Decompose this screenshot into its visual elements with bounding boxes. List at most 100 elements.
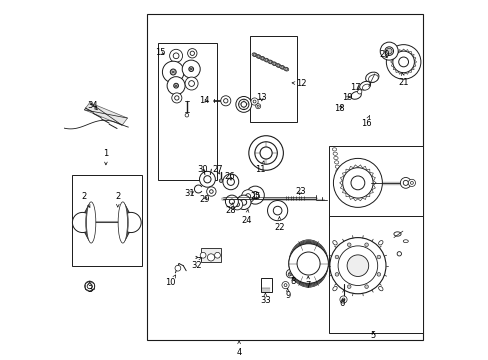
Circle shape [251,192,258,199]
Circle shape [225,195,238,208]
Circle shape [229,199,234,204]
Circle shape [392,51,413,73]
Circle shape [285,269,294,278]
Circle shape [376,273,380,276]
Circle shape [337,246,377,285]
Circle shape [246,186,264,204]
Text: 7: 7 [305,276,310,289]
Circle shape [223,99,227,103]
Circle shape [339,296,346,303]
Bar [328,146,422,225]
Polygon shape [84,103,127,125]
Ellipse shape [252,53,257,57]
Text: 22: 22 [274,217,284,232]
Text: 17: 17 [349,83,360,91]
Ellipse shape [403,240,407,243]
Text: 33: 33 [260,293,270,305]
Bar [158,43,217,180]
Circle shape [255,104,260,109]
Circle shape [386,48,391,54]
Ellipse shape [118,202,127,243]
Bar [249,36,296,122]
Ellipse shape [378,287,382,291]
Circle shape [400,177,410,188]
Text: 18: 18 [334,104,345,112]
Ellipse shape [267,60,272,64]
Circle shape [407,179,415,186]
Circle shape [241,199,246,205]
Ellipse shape [271,62,276,66]
Text: 30: 30 [197,165,208,174]
Ellipse shape [333,156,337,160]
Circle shape [284,284,286,287]
Ellipse shape [335,165,339,168]
Ellipse shape [396,252,401,256]
Circle shape [220,96,230,106]
Ellipse shape [291,243,325,284]
Ellipse shape [334,161,338,164]
Text: 13: 13 [256,93,266,102]
Circle shape [236,195,250,210]
Text: 9: 9 [285,288,290,300]
Ellipse shape [393,232,400,236]
Circle shape [248,136,283,170]
Text: 1: 1 [103,149,108,165]
Ellipse shape [290,242,325,285]
Circle shape [72,212,92,233]
Text: 2: 2 [81,192,90,207]
Ellipse shape [335,169,340,173]
Circle shape [264,59,267,62]
Text: 21: 21 [398,73,408,87]
Circle shape [200,252,205,258]
Circle shape [223,174,238,190]
Ellipse shape [283,67,288,71]
Circle shape [288,244,328,283]
Circle shape [287,273,290,276]
Circle shape [342,298,344,301]
Ellipse shape [289,240,327,287]
Text: 29: 29 [199,195,210,204]
Circle shape [190,51,194,55]
Ellipse shape [279,66,284,69]
Text: 2: 2 [115,192,120,207]
Circle shape [187,49,197,58]
Circle shape [185,77,198,90]
Ellipse shape [350,91,361,99]
Circle shape [227,178,234,185]
Ellipse shape [332,148,336,151]
Circle shape [253,100,256,103]
Ellipse shape [332,287,337,291]
Circle shape [238,99,248,109]
Circle shape [357,90,361,94]
Bar [328,216,422,333]
Text: 24: 24 [241,210,251,225]
Circle shape [185,113,188,117]
Circle shape [273,206,282,215]
Text: 14: 14 [199,96,209,105]
Ellipse shape [378,240,382,245]
Bar [146,14,422,340]
Ellipse shape [85,207,91,238]
Circle shape [334,255,338,259]
Text: 31: 31 [184,189,195,198]
Circle shape [257,105,259,107]
Text: 23: 23 [294,187,305,196]
Bar [260,278,271,292]
Circle shape [209,190,213,193]
Bar [72,175,142,266]
Text: 10: 10 [165,275,176,287]
Ellipse shape [332,152,337,156]
Circle shape [346,255,368,276]
Circle shape [171,93,182,103]
Ellipse shape [85,204,94,241]
Circle shape [219,179,223,183]
Text: 5: 5 [370,331,375,340]
Circle shape [409,181,412,184]
Text: 15: 15 [154,48,165,57]
Circle shape [253,53,256,56]
Circle shape [235,202,239,207]
Bar [201,248,221,262]
Circle shape [284,68,287,71]
Ellipse shape [120,204,128,241]
Ellipse shape [256,55,261,58]
